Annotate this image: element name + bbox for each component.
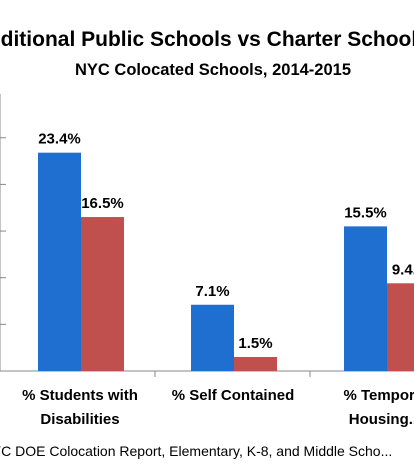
category-label: Housing...	[349, 411, 414, 428]
chart-title: ...ditional Public Schools vs Charter Sc…	[0, 28, 414, 51]
bar	[38, 152, 81, 371]
data-label: 23.4%	[38, 131, 81, 148]
source-note: ...NYC DOE Colocation Report, Elementary…	[0, 443, 392, 459]
bar	[81, 217, 124, 371]
plot-area: 23.4% 7.1% 15.5% 16.5% 1.5% 9.4... % Students …	[0, 94, 414, 428]
data-label: 16.5%	[81, 195, 124, 212]
data-label: 1.5%	[238, 335, 272, 352]
bar	[344, 226, 387, 371]
bar	[191, 304, 234, 371]
bar	[234, 357, 277, 371]
category-label: Disabilities	[40, 411, 119, 428]
category-label: % Tempor...	[343, 387, 414, 404]
data-label: 9.4...	[392, 261, 414, 278]
bar	[387, 283, 414, 371]
data-label: 7.1%	[195, 283, 229, 300]
category-label: % Students with	[22, 387, 138, 404]
chart-subtitle: NYC Colocated Schools, 2014-2015	[75, 61, 351, 79]
data-label: 15.5%	[344, 204, 387, 221]
category-label: % Self Contained	[172, 387, 295, 404]
